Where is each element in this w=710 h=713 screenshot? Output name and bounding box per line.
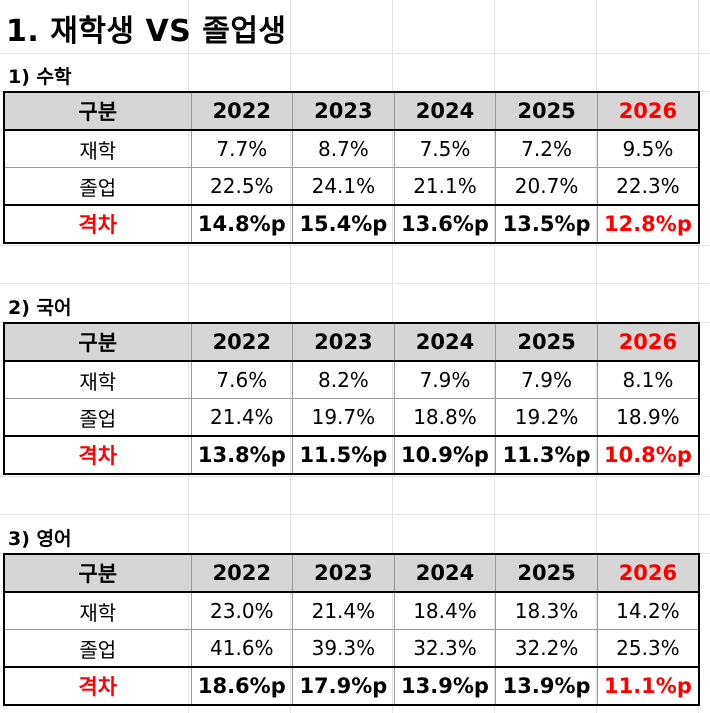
table-cell: 14.2% (596, 591, 700, 630)
row-label: 졸업 (3, 629, 192, 668)
table-cell: 7.7% (190, 129, 294, 168)
header-cell: 2023 (292, 91, 395, 131)
table-cell: 13.5%p (495, 204, 598, 244)
table-cell: 22.5% (190, 167, 294, 206)
header-cell: 2022 (190, 91, 294, 131)
table-cell: 10.9%p (393, 435, 497, 475)
section-title-english: 3) 영어 (8, 528, 72, 550)
table-row: 졸업 21.4% 19.7% 18.8% 19.2% 18.9% (3, 398, 700, 437)
page-title: 1. 재학생 VS 졸업생 (6, 14, 287, 49)
table-row: 재학 7.6% 8.2% 7.9% 7.9% 8.1% (3, 360, 700, 399)
header-cell: 2022 (190, 553, 294, 593)
table-row: 재학 7.7% 8.7% 7.5% 7.2% 9.5% (3, 129, 700, 168)
table-cell: 19.2% (495, 398, 598, 437)
table-row: 졸업 22.5% 24.1% 21.1% 20.7% 22.3% (3, 167, 700, 206)
section-title-korean: 2) 국어 (8, 297, 72, 319)
row-label: 졸업 (3, 398, 192, 437)
table-header-row: 구분 2022 2023 2024 2025 2026 (3, 553, 700, 593)
table-english: 구분 2022 2023 2024 2025 2026 재학 23.0% 21.… (3, 553, 700, 706)
table-cell: 14.8%p (190, 204, 294, 244)
table-cell: 13.8%p (190, 435, 294, 475)
table-cell: 7.6% (190, 360, 294, 399)
table-cell: 8.2% (292, 360, 395, 399)
row-label: 격차 (3, 666, 192, 706)
table-math: 구분 2022 2023 2024 2025 2026 재학 7.7% 8.7%… (3, 91, 700, 244)
table-cell: 21.4% (292, 591, 395, 630)
row-label: 재학 (3, 129, 192, 168)
table-cell: 21.1% (393, 167, 497, 206)
table-cell: 32.2% (495, 629, 598, 668)
table-row-gap: 격차 13.8%p 11.5%p 10.9%p 11.3%p 10.8%p (3, 435, 700, 475)
table-cell: 7.9% (393, 360, 497, 399)
table-cell: 12.8%p (596, 204, 700, 244)
table-cell: 11.3%p (495, 435, 598, 475)
table-cell: 19.7% (292, 398, 395, 437)
table-cell: 18.3% (495, 591, 598, 630)
table-cell: 18.8% (393, 398, 497, 437)
header-cell: 2026 (596, 553, 700, 593)
table-cell: 41.6% (190, 629, 294, 668)
header-cell: 2025 (495, 553, 598, 593)
header-cell: 2023 (292, 322, 395, 362)
row-label: 재학 (3, 360, 192, 399)
table-row: 재학 23.0% 21.4% 18.4% 18.3% 14.2% (3, 591, 700, 630)
table-cell: 18.6%p (190, 666, 294, 706)
table-cell: 7.9% (495, 360, 598, 399)
header-cell: 2022 (190, 322, 294, 362)
table-header-row: 구분 2022 2023 2024 2025 2026 (3, 91, 700, 131)
header-cell: 구분 (3, 91, 192, 131)
table-cell: 32.3% (393, 629, 497, 668)
table-cell: 11.5%p (292, 435, 395, 475)
row-label: 격차 (3, 204, 192, 244)
header-cell: 구분 (3, 322, 192, 362)
table-korean: 구분 2022 2023 2024 2025 2026 재학 7.6% 8.2%… (3, 322, 700, 475)
table-row-gap: 격차 14.8%p 15.4%p 13.6%p 13.5%p 12.8%p (3, 204, 700, 244)
section-title-math: 1) 수학 (8, 66, 72, 88)
table-cell: 18.4% (393, 591, 497, 630)
row-label: 졸업 (3, 167, 192, 206)
table-cell: 18.9% (596, 398, 700, 437)
table-cell: 21.4% (190, 398, 294, 437)
table-cell: 8.1% (596, 360, 700, 399)
header-cell: 2026 (596, 91, 700, 131)
table-cell: 7.2% (495, 129, 598, 168)
header-cell: 2025 (495, 91, 598, 131)
table-cell: 8.7% (292, 129, 395, 168)
table-cell: 23.0% (190, 591, 294, 630)
header-cell: 2025 (495, 322, 598, 362)
header-cell: 2024 (393, 91, 497, 131)
table-cell: 7.5% (393, 129, 497, 168)
table-cell: 17.9%p (292, 666, 395, 706)
table-cell: 20.7% (495, 167, 598, 206)
table-cell: 25.3% (596, 629, 700, 668)
table-cell: 15.4%p (292, 204, 395, 244)
row-label: 재학 (3, 591, 192, 630)
header-cell: 2024 (393, 553, 497, 593)
table-cell: 11.1%p (596, 666, 700, 706)
table-cell: 22.3% (596, 167, 700, 206)
table-cell: 13.9%p (495, 666, 598, 706)
header-cell: 2024 (393, 322, 497, 362)
table-row-gap: 격차 18.6%p 17.9%p 13.9%p 13.9%p 11.1%p (3, 666, 700, 706)
table-cell: 39.3% (292, 629, 395, 668)
header-cell: 구분 (3, 553, 192, 593)
header-cell: 2026 (596, 322, 700, 362)
table-cell: 24.1% (292, 167, 395, 206)
table-cell: 13.6%p (393, 204, 497, 244)
header-cell: 2023 (292, 553, 395, 593)
table-cell: 9.5% (596, 129, 700, 168)
table-cell: 13.9%p (393, 666, 497, 706)
table-cell: 10.8%p (596, 435, 700, 475)
row-label: 격차 (3, 435, 192, 475)
table-header-row: 구분 2022 2023 2024 2025 2026 (3, 322, 700, 362)
table-row: 졸업 41.6% 39.3% 32.3% 32.2% 25.3% (3, 629, 700, 668)
